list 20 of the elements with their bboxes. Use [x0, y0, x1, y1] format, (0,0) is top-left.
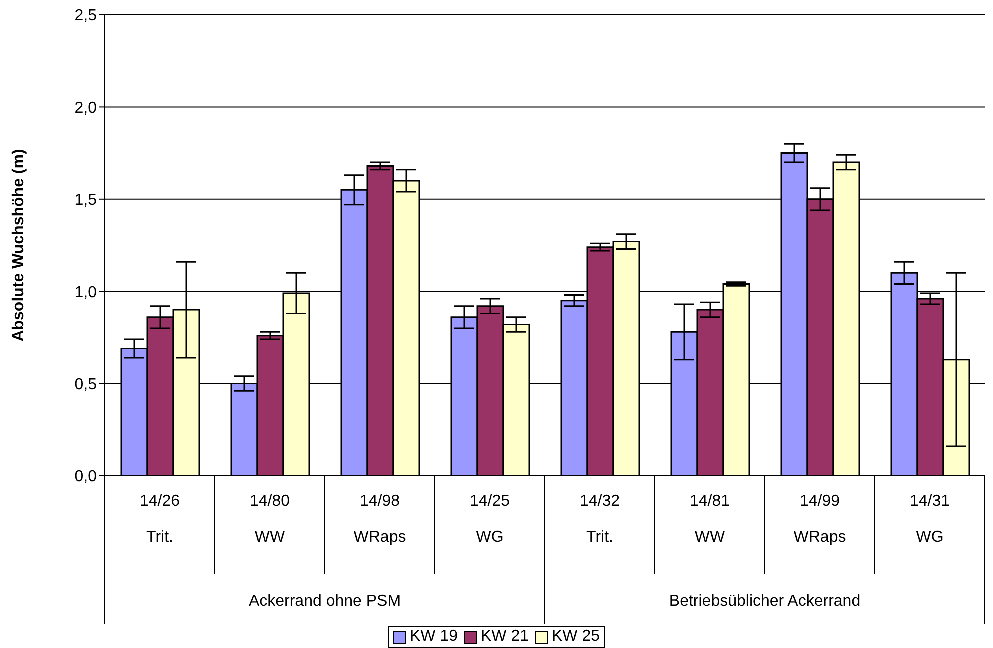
x-tick-label: 14/25 WG — [470, 493, 510, 546]
y-tick-label: 1,0 — [74, 284, 98, 302]
legend-label: KW 21 — [480, 628, 529, 646]
y-tick-label: 1,5 — [74, 192, 98, 210]
x-tick-label: 14/99 WRaps — [794, 493, 846, 546]
x-tick-label: 14/80 WW — [250, 493, 290, 546]
y-axis-title: Absolute Wuchshöhe (m) — [10, 149, 28, 342]
text: Betriebsüblicher Ackerrand — [669, 593, 861, 610]
x-tick-label: 14/81 WW — [690, 493, 730, 546]
y-tick-label: 0,0 — [74, 468, 98, 486]
x-tick-label: 14/98 WRaps — [354, 493, 406, 546]
text: Ackerrand ohne PSM — [248, 593, 402, 610]
x-tick-label: 14/31 WG — [910, 493, 950, 546]
x-tick-label: 14/26 Trit. — [140, 493, 180, 546]
legend-label: KW 19 — [408, 628, 458, 646]
y-tick-label: 2,5 — [74, 8, 98, 25]
y-tick-label: 2,0 — [74, 100, 98, 117]
y-tick-label: 0,5 — [74, 376, 98, 394]
legend-label: KW 25 — [551, 628, 600, 646]
x-tick-label: 14/32 Trit. — [580, 493, 620, 546]
